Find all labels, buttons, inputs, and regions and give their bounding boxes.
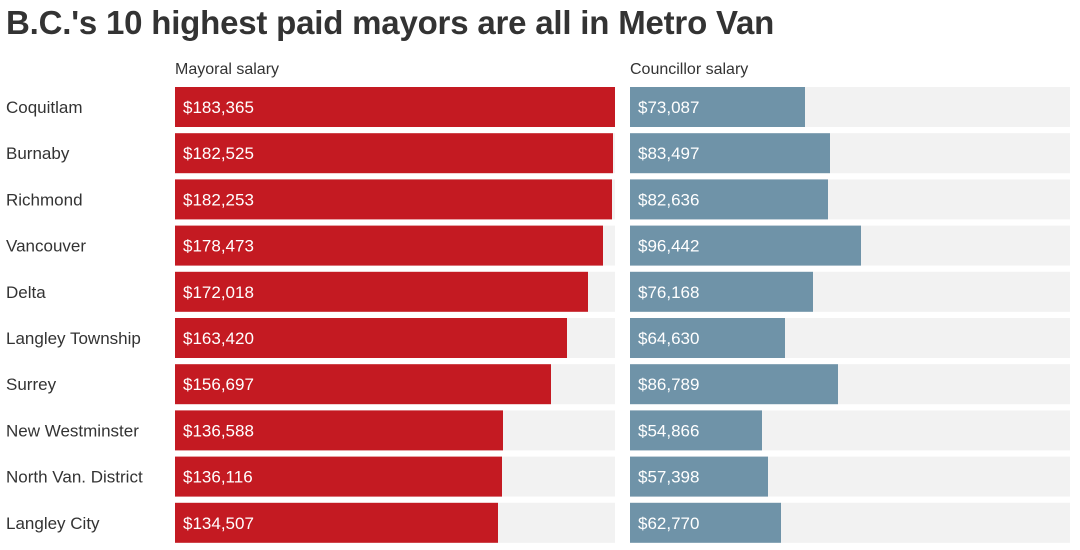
- councillor-value-burnaby: $83,497: [638, 144, 699, 163]
- mayor-value-langley-township: $163,420: [183, 329, 254, 348]
- councillor-value-langley-township: $64,630: [638, 329, 699, 348]
- mayoral-salary-header: Mayoral salary: [175, 61, 280, 78]
- mayor-bar-burnaby: [175, 133, 613, 174]
- councillor-bar-new-westminster: [630, 410, 762, 451]
- councillor-value-richmond: $82,636: [638, 190, 699, 209]
- councillor-salary-header: Councillor salary: [630, 61, 749, 78]
- mayor-bar-new-westminster: [175, 410, 503, 451]
- mayor-bar-north-van-district: [175, 456, 502, 497]
- councillor-bar-delta: [630, 271, 813, 312]
- mayor-value-coquitlam: $183,365: [183, 98, 254, 117]
- mayor-bar-vancouver: [175, 225, 603, 266]
- councillor-value-coquitlam: $73,087: [638, 98, 699, 117]
- councillor-value-north-van-district: $57,398: [638, 468, 699, 487]
- councillor-bar-richmond: [630, 179, 828, 220]
- mayor-bar-langley-township: [175, 318, 567, 358]
- councillor-value-surrey: $86,789: [638, 375, 699, 394]
- mayor-value-richmond: $182,253: [183, 190, 254, 209]
- councillor-bar-coquitlam: [630, 87, 805, 127]
- councillor-bar-langley-city: [630, 502, 781, 543]
- row-label-vancouver: Vancouver: [6, 237, 86, 256]
- row-label-coquitlam: Coquitlam: [6, 98, 83, 117]
- mayor-bar-richmond: [175, 179, 612, 220]
- councillor-bar-langley-township: [630, 318, 785, 358]
- row-label-new-westminster: New Westminster: [6, 421, 139, 440]
- councillor-bar-surrey: [630, 364, 838, 405]
- councillor-bar-burnaby: [630, 133, 830, 174]
- mayor-bar-surrey: [175, 364, 551, 405]
- mayor-value-vancouver: $178,473: [183, 237, 254, 256]
- mayor-value-new-westminster: $136,588: [183, 421, 254, 440]
- councillor-bar-vancouver: [630, 225, 861, 266]
- row-label-north-van-district: North Van. District: [6, 468, 143, 487]
- councillor-value-new-westminster: $54,866: [638, 421, 699, 440]
- row-label-burnaby: Burnaby: [6, 144, 70, 163]
- row-label-langley-city: Langley City: [6, 514, 100, 533]
- row-label-richmond: Richmond: [6, 190, 83, 209]
- mayor-bar-coquitlam: [175, 87, 615, 127]
- councillor-bar-north-van-district: [630, 456, 768, 497]
- row-label-langley-township: Langley Township: [6, 329, 141, 348]
- row-label-delta: Delta: [6, 283, 46, 302]
- chart-title: B.C.'s 10 highest paid mayors are all in…: [6, 4, 775, 41]
- mayor-bar-delta: [175, 271, 588, 312]
- councillor-value-langley-city: $62,770: [638, 514, 699, 533]
- mayor-value-langley-city: $134,507: [183, 514, 254, 533]
- mayor-value-surrey: $156,697: [183, 375, 254, 394]
- councillor-value-delta: $76,168: [638, 283, 699, 302]
- mayor-bar-langley-city: [175, 502, 498, 543]
- row-label-surrey: Surrey: [6, 375, 57, 394]
- mayor-value-delta: $172,018: [183, 283, 254, 302]
- councillor-value-vancouver: $96,442: [638, 237, 699, 256]
- mayor-value-burnaby: $182,525: [183, 144, 254, 163]
- mayor-value-north-van-district: $136,116: [183, 468, 253, 487]
